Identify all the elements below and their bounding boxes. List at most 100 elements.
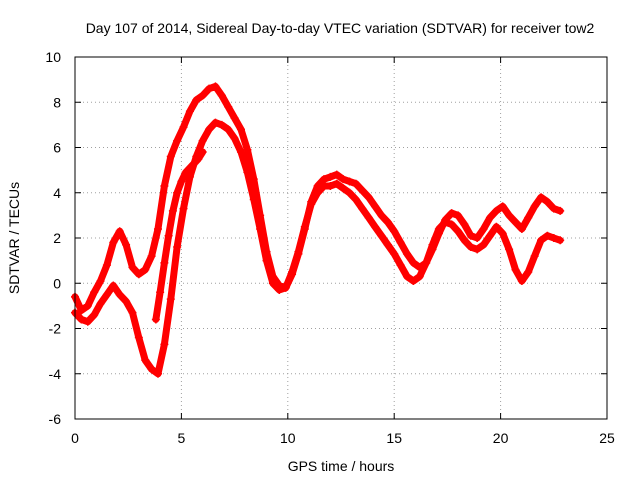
data-point <box>185 107 194 116</box>
data-point <box>479 240 488 249</box>
data-point <box>339 175 348 184</box>
data-point <box>377 231 386 240</box>
data-point <box>351 195 360 204</box>
data-point <box>485 231 494 240</box>
data-point <box>351 179 360 188</box>
series-track-b <box>71 118 565 378</box>
data-point <box>166 295 175 304</box>
y-tick-label: -6 <box>49 411 62 427</box>
data-point <box>371 222 380 231</box>
data-point <box>364 193 373 202</box>
data-point <box>339 184 348 193</box>
data-point <box>160 258 169 267</box>
data-point <box>281 283 290 292</box>
data-point <box>275 286 284 295</box>
data-point <box>190 159 199 168</box>
y-tick-label: 2 <box>53 230 61 246</box>
data-point <box>364 213 373 222</box>
y-tick-label: -4 <box>49 366 62 382</box>
data-point <box>383 218 392 227</box>
data-point <box>122 297 131 306</box>
data-point <box>460 236 469 245</box>
data-point <box>205 84 214 93</box>
data-point <box>77 306 86 315</box>
data-point <box>115 290 124 299</box>
data-point <box>192 95 201 104</box>
data-point <box>134 333 143 342</box>
data-point <box>543 231 552 240</box>
data-point <box>556 236 565 245</box>
data-point <box>307 200 316 209</box>
data-point <box>164 231 173 240</box>
data-point <box>96 299 105 308</box>
data-point <box>402 272 411 281</box>
x-tick-label: 25 <box>599 430 615 446</box>
data-point <box>173 243 182 252</box>
x-tick-label: 15 <box>386 430 402 446</box>
data-point <box>211 82 220 91</box>
data-point <box>224 102 233 111</box>
data-point <box>198 136 207 145</box>
data-point <box>383 240 392 249</box>
data-point <box>262 256 271 265</box>
data-point <box>141 265 150 274</box>
data-point <box>454 211 463 220</box>
data-point <box>160 340 169 349</box>
data-point <box>153 369 162 378</box>
data-point <box>160 181 169 190</box>
data-point <box>194 154 203 163</box>
data-point <box>434 224 443 233</box>
y-tick-label: -2 <box>49 321 62 337</box>
data-point <box>549 234 558 242</box>
data-point <box>268 279 277 288</box>
y-tick-label: 8 <box>53 94 61 110</box>
data-point <box>96 276 105 285</box>
data-point <box>326 181 335 190</box>
data-point <box>524 213 533 222</box>
data-point <box>485 213 494 222</box>
data-point <box>556 206 565 215</box>
data-point <box>77 315 86 324</box>
y-tick-label: 10 <box>45 49 61 65</box>
data-point <box>415 272 424 281</box>
data-point <box>409 276 418 285</box>
data-point <box>128 263 137 272</box>
data-point <box>447 209 456 218</box>
data-point <box>511 265 520 274</box>
data-point <box>224 125 233 134</box>
data-point <box>466 231 475 240</box>
data-point <box>492 222 501 231</box>
data-point <box>217 91 226 100</box>
x-tick-label: 20 <box>493 430 509 446</box>
data-point <box>371 202 380 211</box>
data-point <box>198 91 207 100</box>
data-point <box>396 238 405 247</box>
data-point <box>90 310 99 319</box>
data-point <box>517 224 526 233</box>
data-point <box>326 172 335 181</box>
data-point <box>549 204 558 213</box>
x-axis-label: GPS time / hours <box>288 458 395 474</box>
data-point <box>300 222 309 231</box>
data-point <box>396 261 405 270</box>
data-point <box>441 218 450 227</box>
data-point <box>498 202 507 211</box>
data-point <box>466 243 475 252</box>
data-point <box>530 202 539 211</box>
data-point <box>524 267 533 276</box>
y-tick-label: 0 <box>53 275 61 291</box>
data-point <box>181 168 190 177</box>
data-point <box>505 245 514 254</box>
data-point <box>377 211 386 220</box>
data-point <box>156 288 165 297</box>
data-point <box>390 249 399 258</box>
data-point <box>249 195 258 204</box>
y-tick-label: 6 <box>53 140 61 156</box>
series-layer <box>71 82 565 378</box>
data-point <box>358 186 367 195</box>
chart-title: Day 107 of 2014, Sidereal Day-to-day VTE… <box>86 20 595 36</box>
data-point <box>109 238 118 247</box>
data-point <box>134 270 143 279</box>
